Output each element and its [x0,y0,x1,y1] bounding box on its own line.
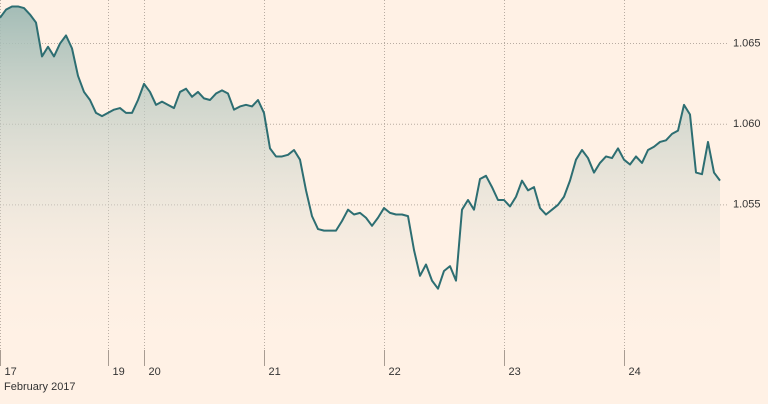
x-tick-label: 22 [389,366,401,378]
x-tick-label: 19 [113,366,125,378]
x-tick-label: 21 [269,366,281,378]
x-tick-label: 24 [629,366,641,378]
x-tick-label: 23 [509,366,521,378]
y-tick-label: 1.060 [733,118,761,130]
x-tick-label: 20 [149,366,161,378]
price-line [0,5,721,290]
x-tick-label: 17 [5,366,17,378]
y-tick-label: 1.065 [733,37,761,49]
y-tick-label: 1.055 [733,199,761,211]
x-period-label: February 2017 [4,381,76,393]
